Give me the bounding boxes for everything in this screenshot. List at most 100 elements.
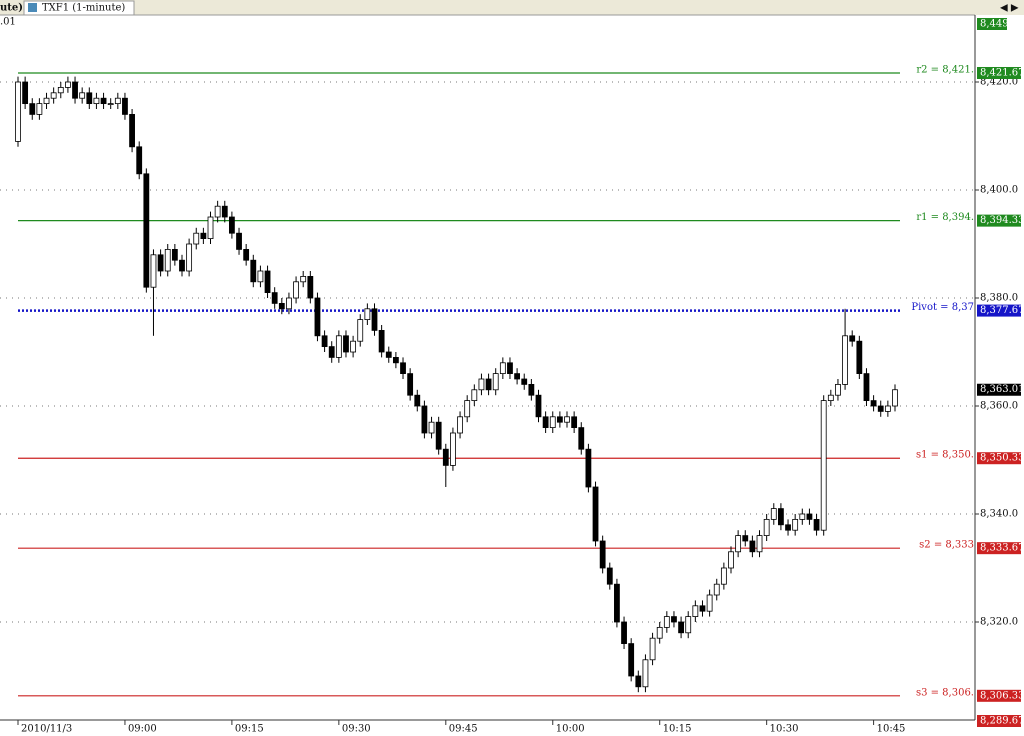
candle-body: [614, 583, 620, 623]
candle-body: [371, 308, 378, 331]
candle-body: [849, 335, 856, 342]
x-tick-label: 10:15: [663, 724, 692, 735]
candle-body: [200, 232, 207, 240]
candle-body: [870, 400, 877, 407]
candle-body: [542, 416, 549, 428]
top-marker-box: [977, 18, 1007, 30]
candle-body: [535, 394, 542, 418]
candle-body: [464, 400, 471, 418]
candle-body: [806, 513, 813, 520]
top-marker-label: 8,449: [980, 19, 1009, 30]
candle-body: [728, 551, 734, 569]
candle-body: [428, 421, 435, 434]
title-bar: [0, 0, 1024, 15]
candle-body: [756, 535, 763, 553]
candle-body: [792, 518, 799, 531]
candle-body: [450, 432, 456, 466]
candle-body: [827, 394, 834, 402]
candle-body: [678, 621, 684, 634]
candle-body: [578, 427, 585, 450]
candle-body: [863, 373, 870, 402]
candle-body: [228, 216, 235, 234]
candle-body: [271, 292, 278, 304]
candle-body: [521, 378, 528, 385]
candle-body: [164, 249, 171, 272]
candle-body: [100, 97, 107, 105]
level-label: r1 = 8,394.: [916, 212, 974, 223]
level-box-label: 8,333.67: [980, 543, 1024, 554]
candle-body: [278, 303, 285, 310]
candle-body: [29, 103, 36, 115]
candle-body: [770, 508, 777, 520]
x-tick-label: 10:45: [877, 724, 906, 735]
candle-body: [514, 373, 520, 380]
candle-body: [207, 216, 214, 240]
x-tick-label: 10:00: [556, 724, 585, 735]
y-tick-label: 8,380.0: [980, 293, 1018, 304]
candle-body: [93, 97, 100, 105]
candle-body: [421, 405, 428, 434]
candle-body: [685, 616, 692, 634]
level-box: [977, 452, 1021, 465]
candle-body: [343, 335, 349, 353]
y-tick-label: 8,420.0: [980, 77, 1018, 88]
level-box: [977, 214, 1021, 227]
candle-body: [642, 659, 649, 688]
candle-body: [15, 81, 21, 142]
y-tick-label: 8,320.0: [980, 616, 1018, 627]
candle-body: [107, 103, 114, 106]
candle-body: [243, 249, 250, 261]
candle-body: [414, 394, 421, 407]
candle-body: [50, 92, 57, 99]
candle-body: [663, 616, 670, 628]
candle-body: [778, 508, 784, 526]
candle-body: [884, 405, 891, 412]
candle-body: [799, 513, 806, 520]
tab-title[interactable]: TXF1 (1-minute): [42, 3, 125, 14]
candle-body: [385, 351, 392, 358]
candle-body: [407, 373, 414, 396]
y-tick-label: 8,360.0: [980, 401, 1018, 412]
scroll-arrows[interactable]: ◀ ▶: [1000, 3, 1019, 14]
candle-body: [877, 405, 884, 412]
candle-body: [457, 416, 463, 434]
candle-body: [435, 421, 442, 450]
level-label: s2 = 8,333: [919, 540, 974, 551]
candle-body: [892, 389, 898, 407]
bottom-marker-label: 8,289.67: [980, 716, 1024, 727]
level-box-label: 8,306.33: [980, 690, 1024, 701]
candle-body: [556, 416, 563, 423]
candle-body: [606, 567, 613, 585]
candle-body: [713, 583, 720, 596]
corner-label: .01: [0, 17, 16, 28]
level-box: [977, 689, 1021, 702]
candle-body: [257, 270, 264, 283]
candle-body: [656, 626, 663, 639]
candle-body: [720, 567, 727, 585]
candle-body: [549, 416, 556, 428]
level-box-label: 8,377.67: [980, 305, 1024, 316]
candle-body: [499, 362, 506, 375]
candle-body: [528, 384, 535, 396]
level-box: [977, 304, 1021, 317]
candle-body: [442, 448, 449, 466]
candle-body: [599, 540, 606, 569]
candle-body: [749, 540, 756, 553]
candle-body: [856, 340, 863, 375]
candle-body: [72, 81, 78, 99]
candle-body: [307, 276, 314, 299]
candle-body: [57, 87, 64, 94]
x-tick-label: 09:00: [128, 724, 157, 735]
candle-body: [264, 270, 271, 294]
candle-body: [328, 346, 335, 358]
candle-body: [143, 173, 150, 288]
level-box-label: 8,394.33: [980, 215, 1024, 226]
candle-body: [635, 675, 642, 688]
candle-body: [785, 524, 791, 531]
candle-body: [742, 535, 749, 542]
candle-body: [699, 605, 706, 612]
level-box-label: 8,421.67: [980, 67, 1024, 78]
candle-body: [150, 254, 157, 288]
candle-body: [186, 243, 193, 272]
candle-body: [36, 103, 43, 115]
